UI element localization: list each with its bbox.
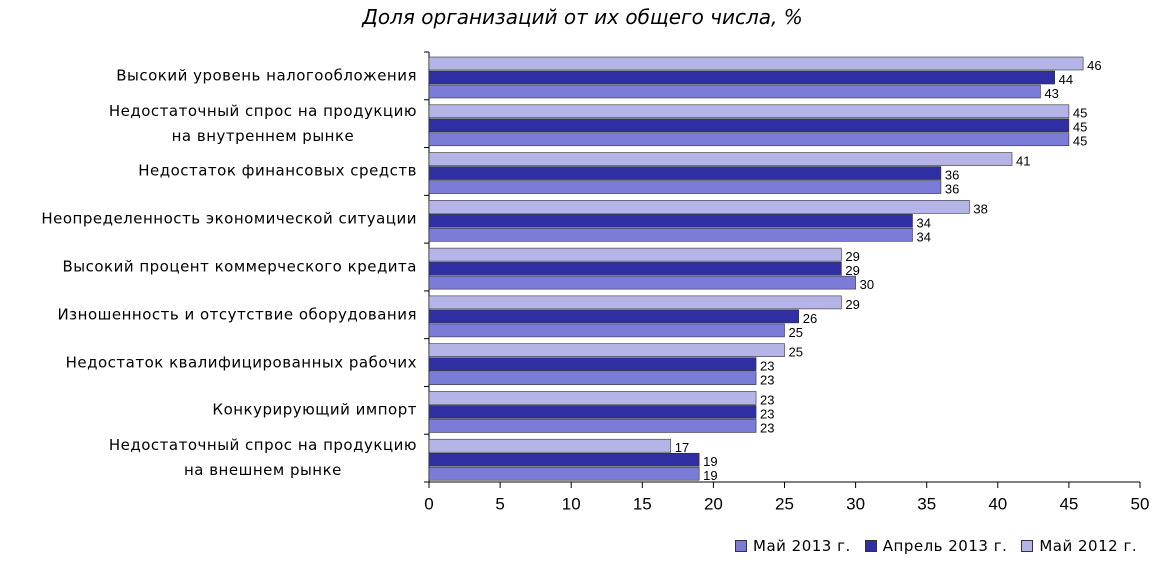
bar: [428, 343, 785, 357]
value-label: 45: [1073, 106, 1087, 121]
value-label: 23: [760, 392, 774, 407]
legend-swatch: [1021, 540, 1034, 552]
bar: [428, 132, 1070, 147]
value-label: 34: [916, 215, 930, 230]
value-label: 36: [945, 181, 959, 196]
value-label: 19: [703, 468, 717, 483]
bar: [428, 166, 942, 180]
y-tick-label: Недостаточный спрос на продукцию на внеш…: [108, 436, 417, 480]
x-tick-label: 35: [917, 494, 936, 513]
x-tick-label: 15: [633, 494, 652, 513]
bar: [428, 371, 757, 385]
bar: [428, 438, 672, 453]
legend-item: Май 2012 г.: [1021, 537, 1137, 555]
bar: [428, 180, 942, 194]
legend-swatch: [735, 540, 747, 552]
bar: [428, 70, 1055, 85]
bar: [428, 466, 700, 481]
bar: [428, 309, 800, 324]
bar: [428, 228, 913, 242]
x-tick-label: 20: [704, 494, 723, 513]
y-tick-label: Недостаток финансовых средств: [138, 161, 417, 180]
bar: [428, 275, 856, 290]
x-tick-label: 5: [495, 494, 504, 513]
y-tick-label: Недостаточный спрос на продукцию на внут…: [108, 101, 417, 145]
value-label: 26: [803, 311, 817, 326]
bar: [428, 419, 757, 433]
value-label: 38: [973, 201, 987, 216]
legend-item: Апрель 2013 г.: [864, 537, 1008, 555]
bar: [428, 152, 1013, 166]
bar: [428, 391, 757, 405]
value-label: 29: [845, 263, 859, 278]
bar: [428, 357, 757, 371]
y-tick-label: Недостаток квалифицированных рабочих: [65, 353, 417, 372]
value-label: 25: [789, 325, 803, 340]
bar: [428, 104, 1070, 119]
bar: [428, 56, 1084, 71]
value-label: 44: [1059, 72, 1073, 87]
value-label: 23: [760, 373, 774, 388]
y-tick-label: Конкурирующий импорт: [212, 400, 417, 419]
bar: [428, 200, 970, 214]
value-label: 30: [860, 277, 874, 292]
legend-label: Май 2012 г.: [1039, 537, 1138, 555]
value-label: 19: [703, 454, 717, 469]
x-tick-label: 45: [1059, 494, 1078, 513]
value-label: 29: [845, 249, 859, 264]
value-label: 34: [916, 229, 930, 244]
x-tick-label: 10: [562, 494, 581, 513]
value-label: 36: [945, 167, 959, 182]
value-label: 43: [1044, 86, 1058, 101]
legend-label: Апрель 2013 г.: [882, 537, 1008, 555]
value-label: 23: [760, 420, 774, 435]
bar: [428, 405, 757, 419]
value-label: 23: [760, 359, 774, 374]
value-label: 23: [760, 406, 774, 421]
bar: [428, 295, 842, 310]
y-tick-label: Высокий процент коммерческого кредита: [62, 257, 417, 276]
x-tick-label: 40: [988, 494, 1007, 513]
value-label: 29: [845, 297, 859, 312]
value-label: 45: [1073, 120, 1087, 135]
y-tick-label: Высокий уровень налогообложения: [116, 66, 417, 85]
value-label: 17: [675, 440, 689, 455]
x-tick-label: 25: [775, 494, 794, 513]
x-tick-label: 30: [846, 494, 865, 513]
bar: [428, 214, 913, 228]
y-tick-label: Неопределенность экономической ситуации: [41, 209, 417, 228]
legend-item: Май 2013 г.: [735, 537, 851, 555]
value-label: 41: [1016, 153, 1030, 168]
value-label: 25: [789, 345, 803, 360]
y-tick-label: Изношенность и отсутствие оборудования: [57, 305, 417, 324]
value-label: 46: [1087, 58, 1101, 73]
x-tick-label: 50: [1131, 494, 1150, 513]
chart-title: Доля организаций от их общего числа, %: [362, 5, 803, 29]
legend: Май 2013 г. Апрель 2013 г. Май 2012 г.: [735, 537, 1137, 555]
bar: [428, 261, 842, 276]
x-tick-label: 0: [424, 494, 433, 513]
bar: [428, 84, 1041, 99]
value-label: 45: [1073, 134, 1087, 149]
bar: [428, 118, 1070, 133]
bar: [428, 452, 700, 467]
bar: [428, 247, 842, 262]
bar: [428, 323, 785, 338]
legend-swatch: [864, 540, 877, 552]
legend-label: Май 2013 г.: [753, 537, 851, 555]
